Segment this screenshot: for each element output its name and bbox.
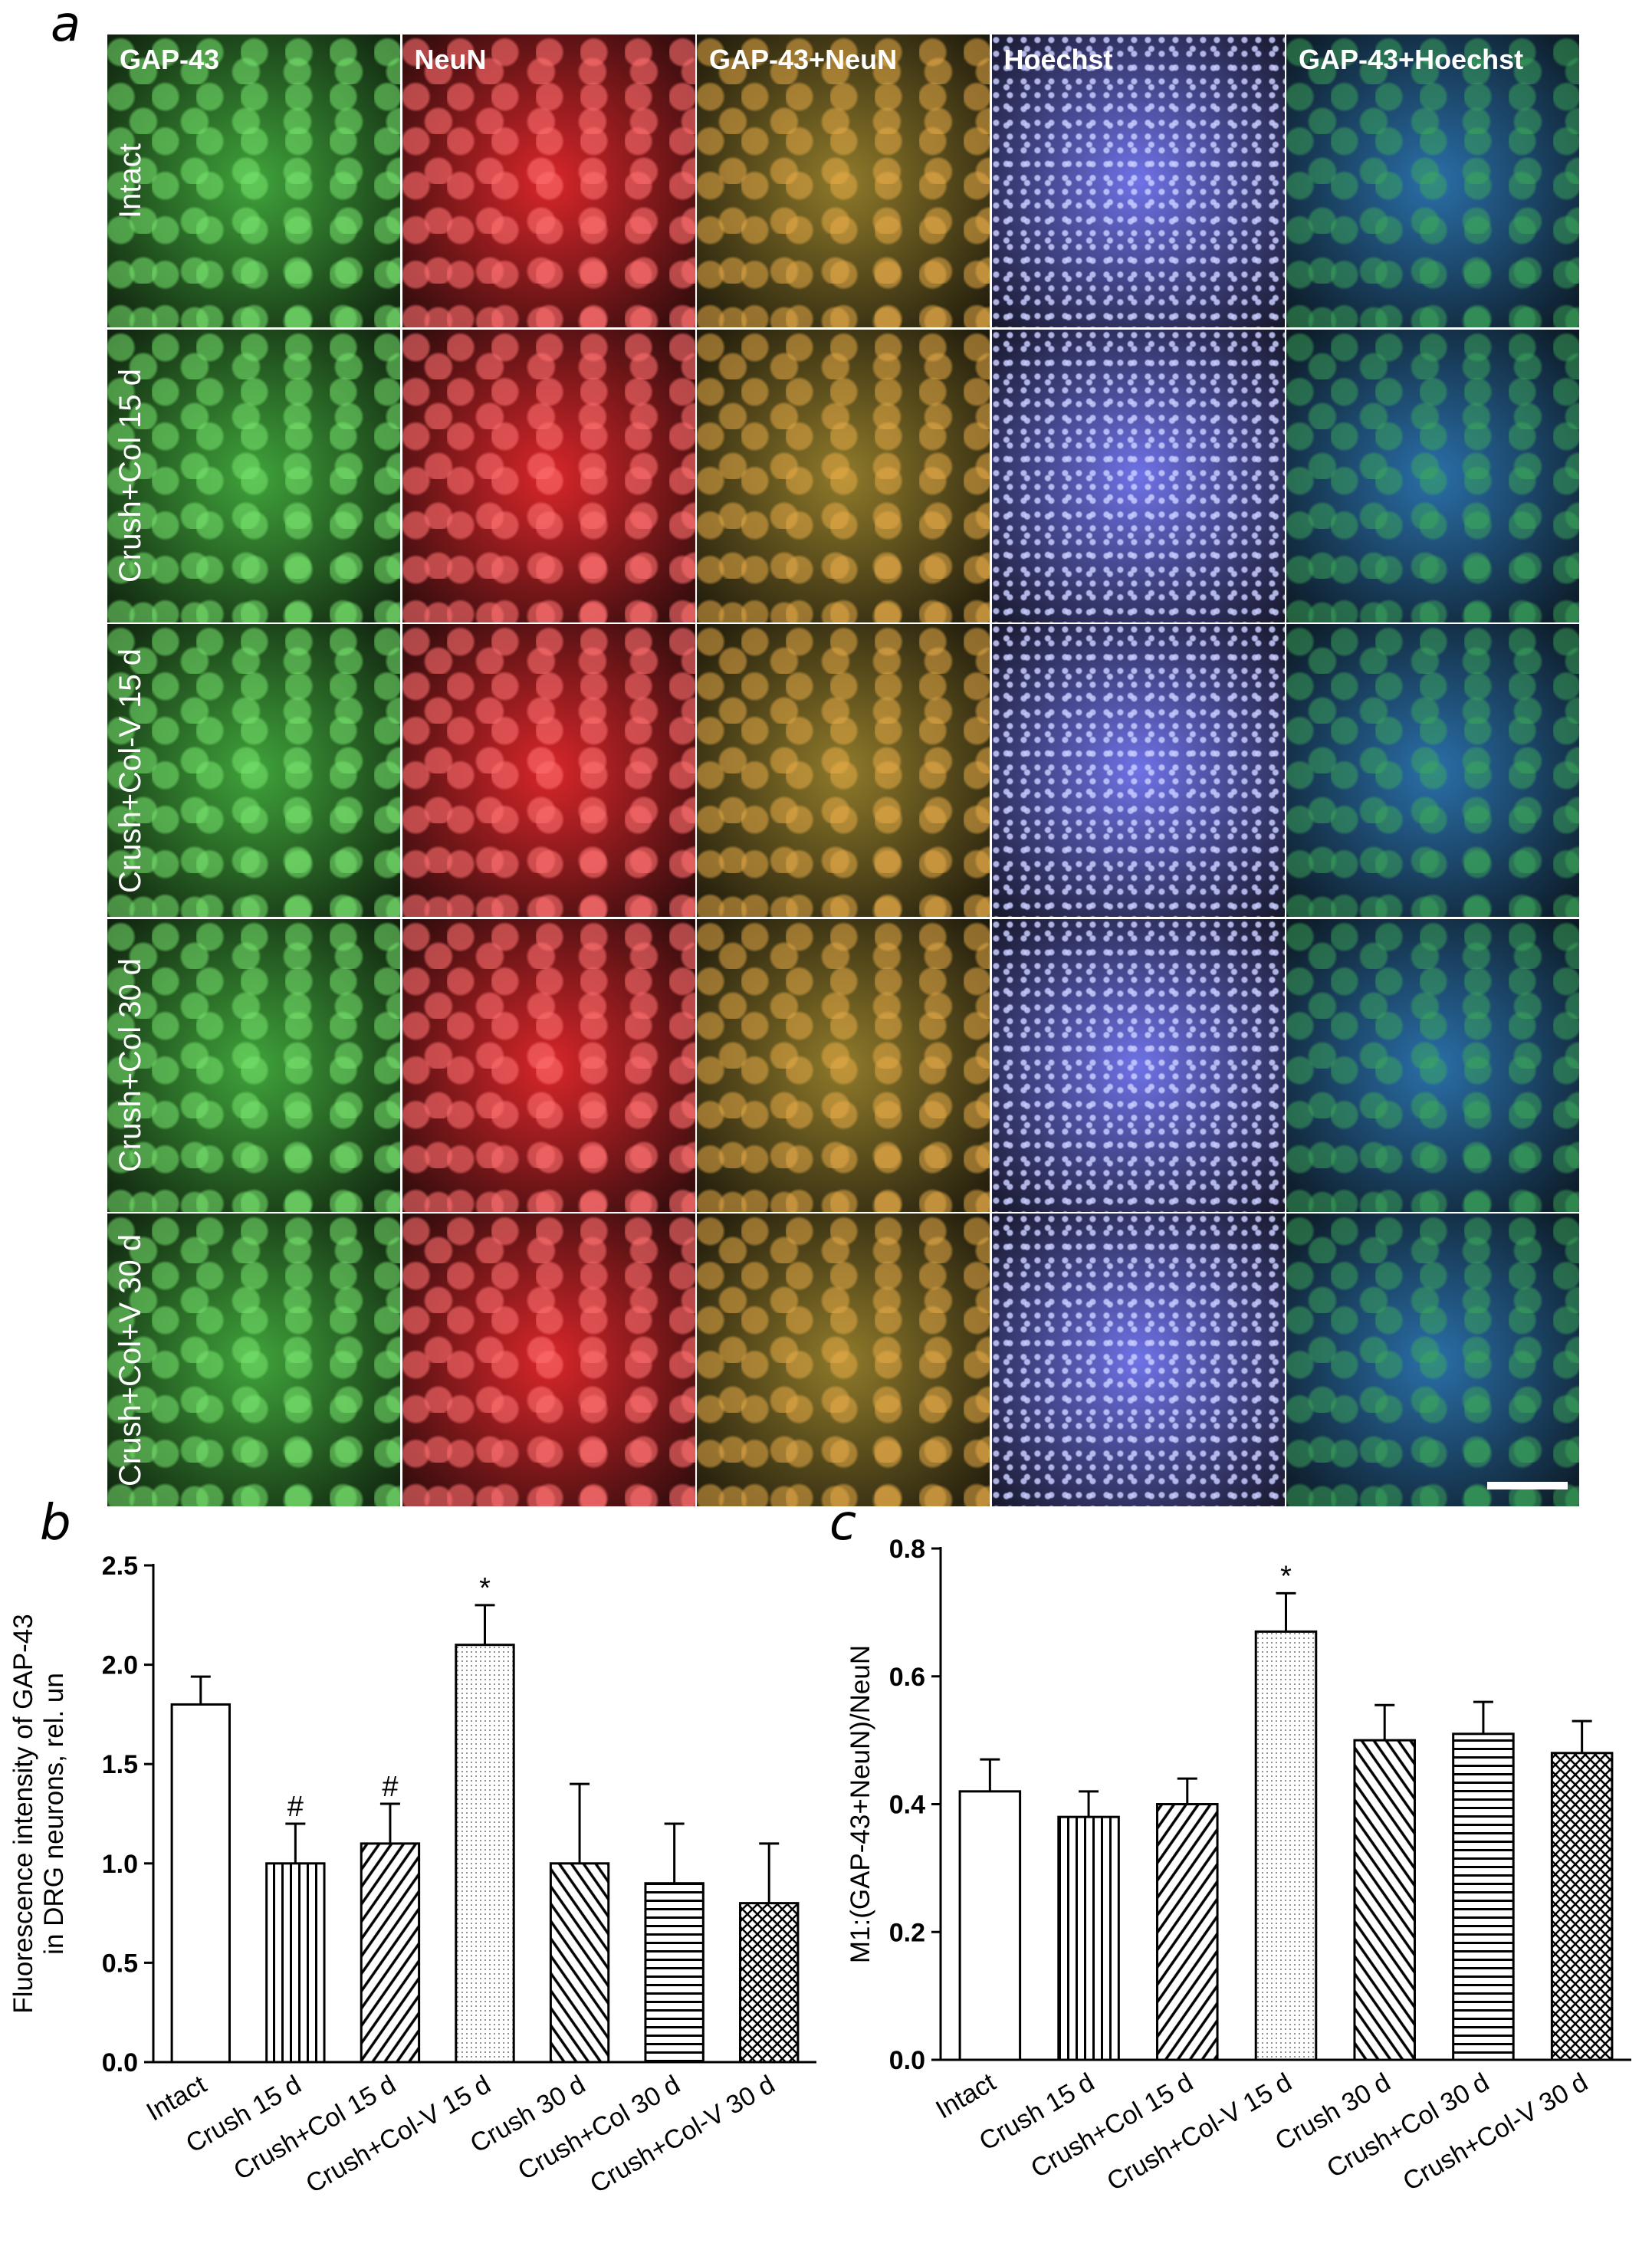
column-label: GAP-43 <box>120 44 220 75</box>
bar <box>170 1703 231 2064</box>
panel-letter-c: c <box>829 1495 857 1552</box>
bar-chart-c: 0.0 0.2 0.4 0.6 0.8 M1:(GAP-43+NeuN)/NeuN Inta… <box>846 1535 1631 2197</box>
y-tick-label: 1.0 <box>102 1850 138 1879</box>
panel-letter-b: b <box>40 1495 71 1552</box>
row-label: Crush+Col-V 15 d <box>113 648 147 893</box>
bar <box>1550 1752 1614 2061</box>
x-tick-label: Crush+Col-V 30 d <box>1398 2067 1593 2197</box>
bar <box>644 1882 704 2064</box>
micrograph-tile: Hoechst <box>991 34 1285 327</box>
panel-letter-a: a <box>51 0 81 53</box>
micrograph-tile: Crush+Col 15 d <box>107 329 400 622</box>
bar <box>1353 1739 1416 2061</box>
bar <box>958 1790 1022 2061</box>
x-tick-label: Intact <box>931 2067 1000 2125</box>
micrograph-tile: GAP-43+NeuN <box>697 34 990 327</box>
significance-marker: * <box>479 1572 491 1604</box>
micrograph-tile: GAP-43+Hoechst <box>1286 34 1579 327</box>
x-tick-label: Intact <box>142 2070 212 2127</box>
significance-marker: # <box>382 1771 398 1803</box>
bar <box>455 1644 515 2064</box>
micrograph-tile: Crush+Col 30 d <box>107 918 400 1212</box>
column-label: GAP-43+NeuN <box>709 44 898 75</box>
column-label: NeuN <box>414 44 487 75</box>
bar <box>265 1862 326 2064</box>
column-label: Hoechst <box>1003 44 1113 75</box>
micrograph-tile <box>402 1214 695 1506</box>
y-tick-label: 0.6 <box>889 1663 925 1692</box>
row-label: Crush+Col 15 d <box>113 368 147 583</box>
micrograph-tile <box>402 918 695 1212</box>
micrograph-tile: Crush+Col+V 30 d <box>107 1214 400 1506</box>
bar <box>739 1902 800 2064</box>
micrograph-tile <box>1286 624 1579 917</box>
significance-marker: # <box>287 1791 304 1823</box>
y-axis-label: in DRG neurons, rel. un <box>39 1673 69 1955</box>
bar <box>1156 1803 1219 2061</box>
micrograph-tile <box>697 1214 990 1506</box>
micrograph-tile <box>697 329 990 622</box>
y-tick-label: 0.0 <box>102 2048 138 2077</box>
bar-chart-b: 0.0 0.5 1.0 1.5 2.0 2.5 Fluorescence intensity… <box>8 1552 816 2199</box>
y-tick-label: 2.0 <box>102 1651 138 1680</box>
micrograph-tile: GAP-43 Intact <box>107 34 400 327</box>
bar <box>360 1842 421 2064</box>
bar <box>1452 1732 1515 2061</box>
bar <box>1254 1630 1318 2061</box>
row-label: Intact <box>113 143 147 218</box>
micrograph-tile: Crush+Col-V 15 d <box>107 624 400 917</box>
micrograph-tile <box>697 624 990 917</box>
significance-marker: * <box>1280 1560 1292 1592</box>
micrograph-tile <box>697 918 990 1212</box>
y-tick-label: 2.5 <box>102 1552 138 1581</box>
micrograph-grid: GAP-43 Intact NeuN GAP-43+NeuN Hoechst GAP-43… <box>107 34 1579 1506</box>
micrograph-tile <box>402 624 695 917</box>
bar <box>1057 1815 1120 2061</box>
micrograph-tile <box>1286 918 1579 1212</box>
scale-bar <box>1487 1482 1568 1489</box>
bar <box>549 1862 610 2064</box>
x-tick-label: Crush+Col-V 15 d <box>1102 2067 1297 2197</box>
y-tick-label: 1.5 <box>102 1750 138 1779</box>
row-label: Crush+Col 30 d <box>113 957 147 1172</box>
micrograph-tile <box>402 329 695 622</box>
y-tick-label: 0.8 <box>889 1535 925 1564</box>
row-label: Crush+Col+V 30 d <box>113 1233 147 1486</box>
y-tick-label: 0.5 <box>102 1949 138 1978</box>
micrograph-tile <box>991 1214 1285 1506</box>
column-label: GAP-43+Hoechst <box>1299 44 1524 75</box>
micrograph-tile: NeuN <box>402 34 695 327</box>
micrograph-tile <box>991 624 1285 917</box>
micrograph-tile <box>1286 329 1579 622</box>
y-tick-label: 0.4 <box>889 1791 925 1820</box>
micrograph-tile <box>991 918 1285 1212</box>
y-tick-label: 0.2 <box>889 1918 925 1947</box>
y-axis-label: M1:(GAP-43+NeuN)/NeuN <box>846 1645 875 1963</box>
micrograph-tile <box>1286 1214 1579 1506</box>
micrograph-tile <box>991 329 1285 622</box>
y-tick-label: 0.0 <box>889 2046 925 2075</box>
y-axis-label: Fluorescence intensity of GAP-43 <box>8 1614 38 2013</box>
